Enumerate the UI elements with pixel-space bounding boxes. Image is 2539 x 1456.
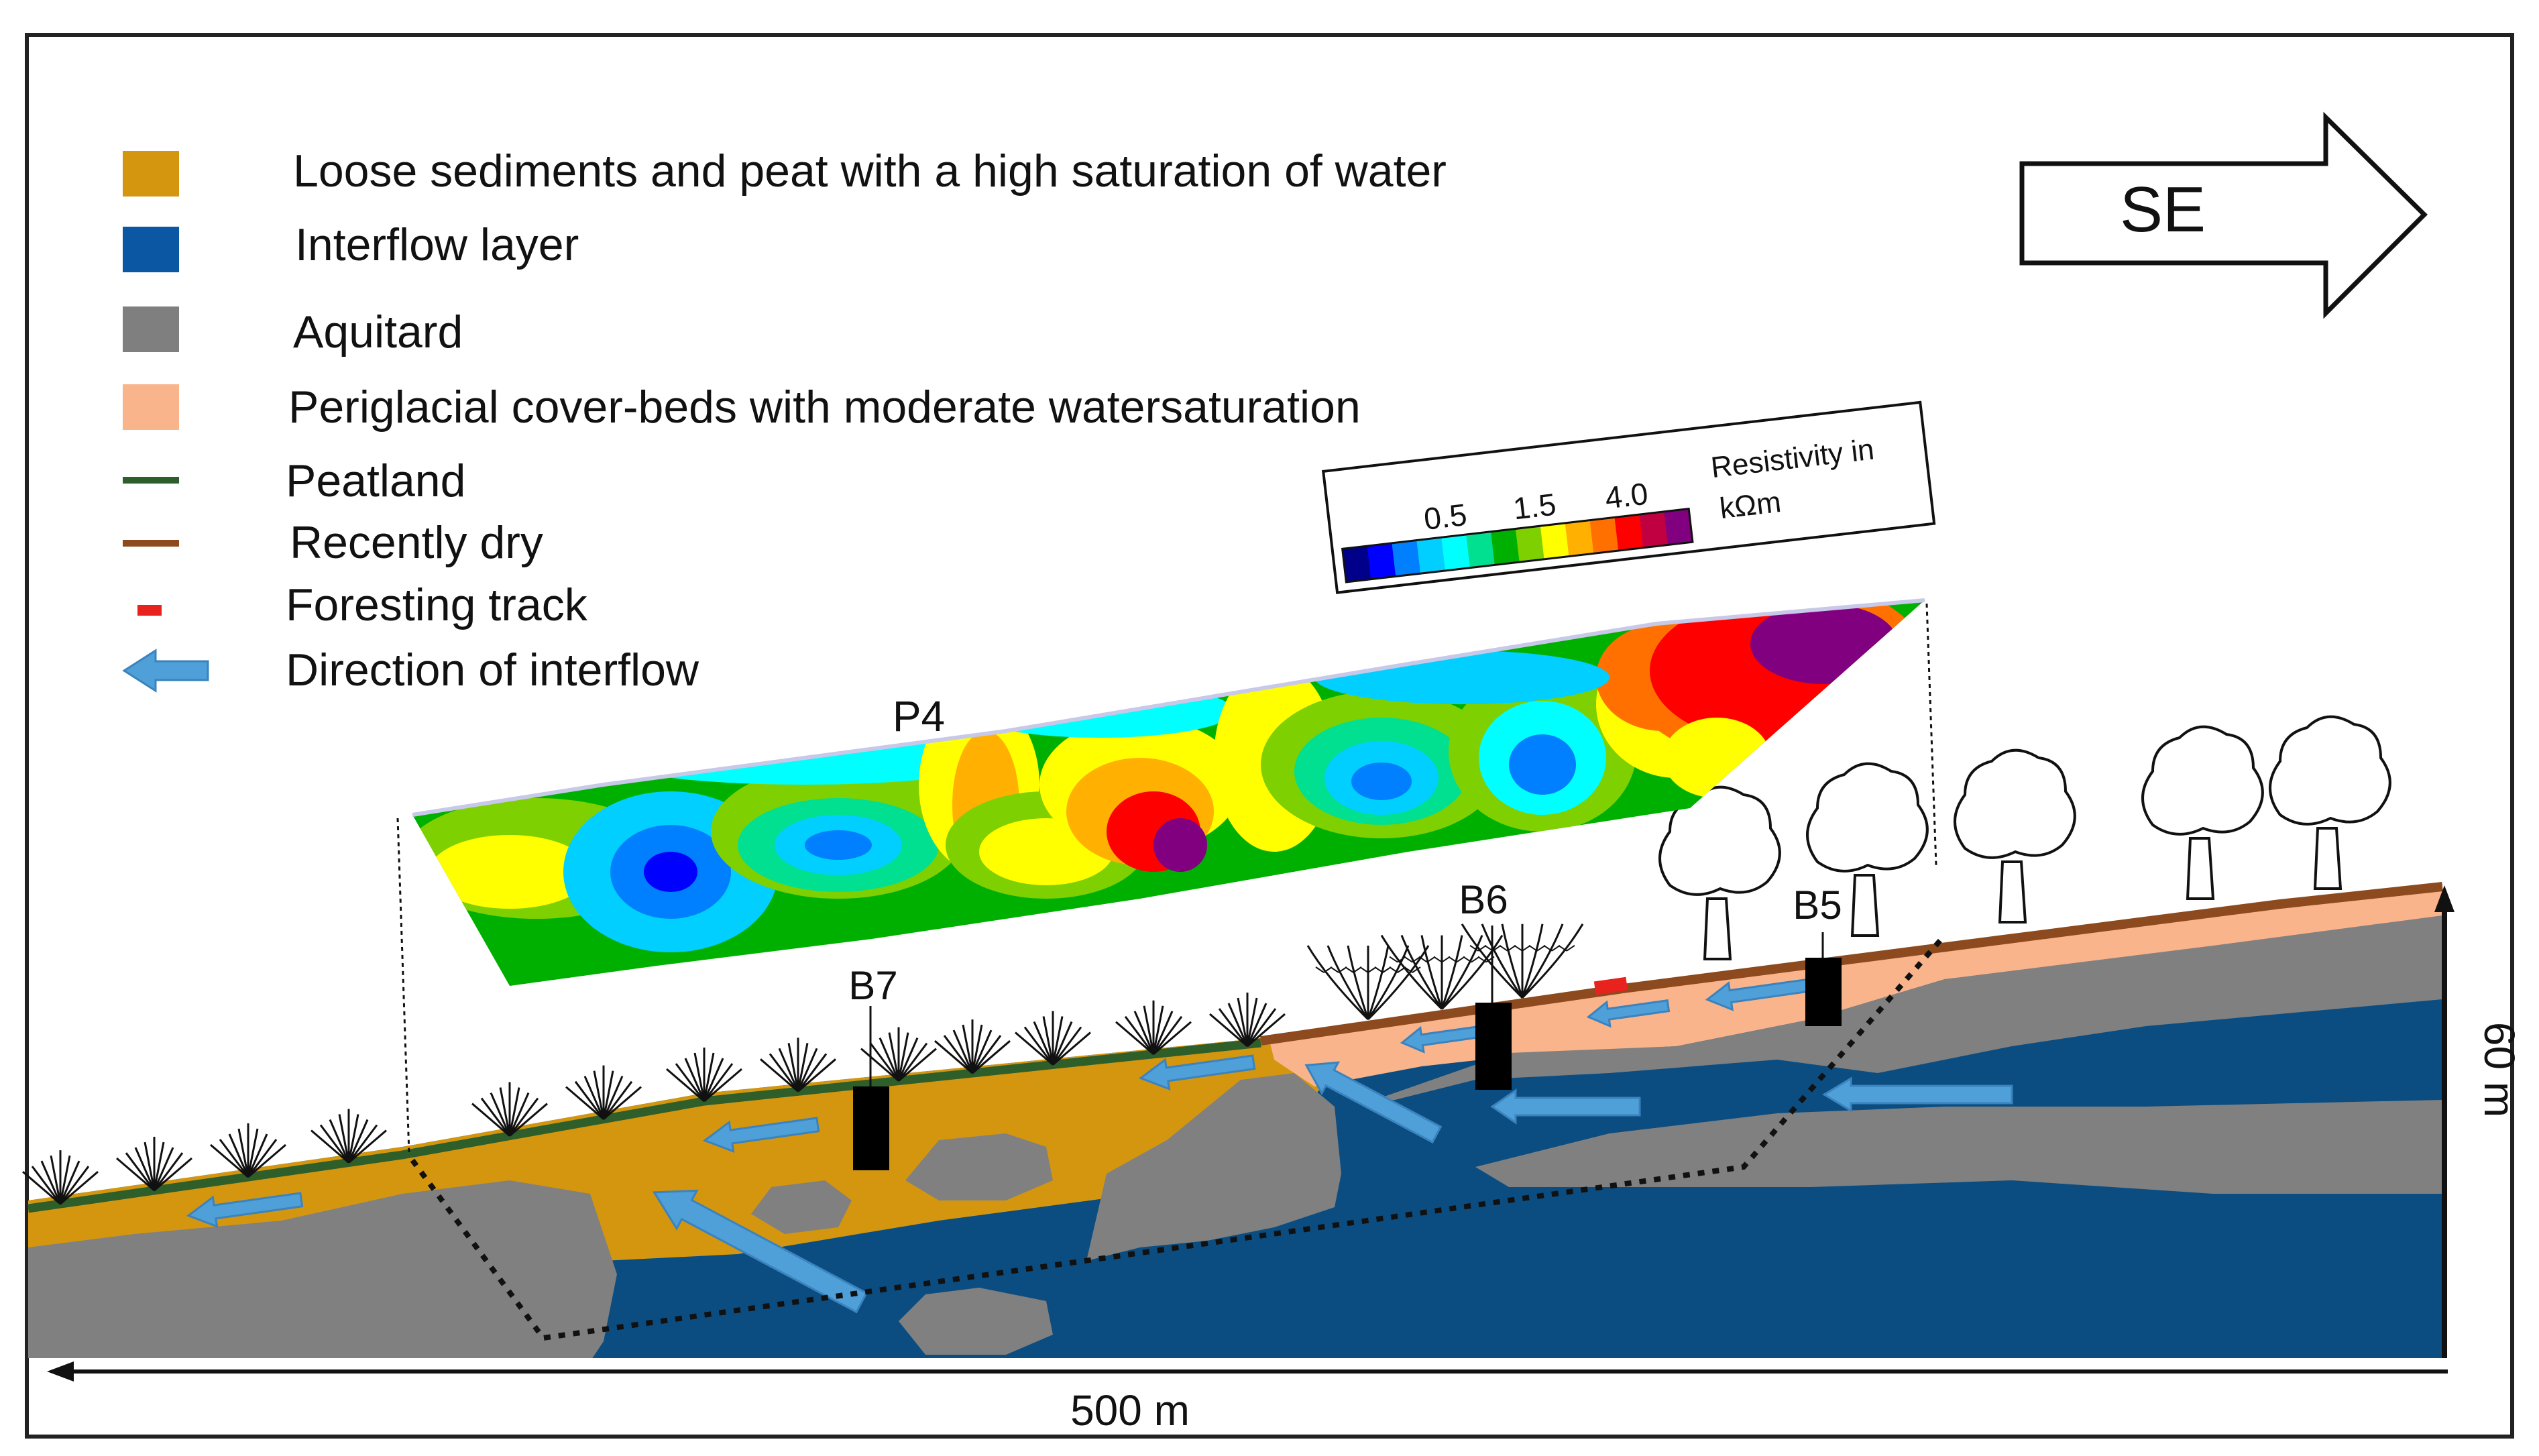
horizontal-scale: 500 m (47, 1361, 2448, 1435)
tree-icon (1806, 762, 1929, 937)
forest-trees (1658, 715, 2391, 960)
grass-tuft-icon (311, 1109, 387, 1164)
tree-icon (1954, 748, 2076, 923)
aquitard-left (28, 1180, 617, 1358)
up-arrowhead-icon (2434, 885, 2455, 912)
tree-icon (1658, 785, 1781, 960)
colorbar-title-line2: kΩm (1718, 486, 1783, 525)
grass-tuft-icon (760, 1038, 836, 1093)
tree-icon (2141, 725, 2264, 900)
grass-tuft-icon (22, 1150, 99, 1205)
left-arrowhead-icon (47, 1361, 74, 1382)
colorbar-cell (1589, 517, 1619, 554)
aquitard-block-1 (1086, 1073, 1341, 1261)
colorbar-cell (1565, 520, 1594, 557)
flow-arrow-icon (186, 1192, 304, 1229)
colorbar-cell (1466, 531, 1496, 568)
flow-arrow-icon (1304, 1061, 1443, 1144)
grass-tuft-icon (116, 1137, 192, 1192)
grass-tuft-icon (565, 1065, 642, 1120)
direction-label: SE (2120, 174, 2206, 245)
legend-arrow-icon (122, 649, 209, 693)
borehole-b5-label: B5 (1793, 883, 1842, 928)
grass-tuft-icon (1015, 1011, 1091, 1066)
legend-label-periglacial: Periglacial cover-beds with moderate wat… (288, 382, 1361, 433)
borehole-b5-column (1805, 958, 1842, 1026)
colorbar-cell (1441, 534, 1471, 571)
colorbar-cell (1491, 528, 1520, 565)
colorbar-tick-2: 4.0 (1603, 476, 1650, 516)
colorbar-gradient (1341, 507, 1694, 583)
colorbar-cell (1342, 546, 1371, 583)
grass-tuft-icon (1115, 1000, 1192, 1055)
borehole-b7-column (853, 1086, 889, 1170)
aquitard-block-3 (751, 1180, 852, 1234)
colorbar-tick-1: 1.5 (1511, 486, 1558, 526)
colorbar-cell (1416, 537, 1446, 574)
legend-label-recently-dry: Recently dry (290, 517, 543, 568)
legend-label-direction: Direction of interflow (286, 645, 699, 695)
shrub-vegetation (1306, 923, 1584, 1021)
legend-swatch-loose-sediments (123, 151, 179, 197)
aquitard-right-upper (1375, 915, 2442, 1100)
shrub-icon (1461, 923, 1584, 999)
borehole-b5: B5 (1793, 883, 1842, 1026)
legend-swatch-interflow (123, 227, 179, 272)
colorbar-cell (1392, 540, 1421, 577)
profile-right-guide-line (1925, 603, 1937, 866)
borehole-b6-column (1475, 1003, 1512, 1090)
se-direction-arrow: SE (2019, 111, 2428, 319)
colorbar-tick-0: 0.5 (1422, 497, 1469, 537)
colorbar-cell (1664, 508, 1693, 545)
grass-tuft-icon (860, 1027, 937, 1082)
legend: Loose sediments and peat with a high sat… (122, 146, 1447, 695)
aquitard-block-2 (905, 1133, 1053, 1200)
profile-top-edge (412, 598, 1925, 817)
grass-tuft-icon (666, 1048, 742, 1103)
borehole-b6-label: B6 (1459, 877, 1508, 922)
colorbar-cell (1515, 526, 1545, 563)
flow-arrow-icon (1490, 1088, 1641, 1125)
grass-tuft-icon (210, 1123, 286, 1178)
legend-swatch-aquitard (123, 306, 179, 352)
profile-label: P4 (893, 692, 945, 740)
legend-label-foresting-track: Foresting track (286, 579, 588, 630)
colorbar-cell (1540, 522, 1569, 559)
foresting-track-marker (1593, 976, 1628, 995)
right-arrow-icon (2019, 111, 2428, 319)
legend-swatch-periglacial (123, 384, 179, 430)
resistivity-colorbar: 0.5 1.5 4.0 Resistivity in kΩm (1321, 400, 1936, 594)
colorbar-cell (1639, 511, 1669, 548)
vertical-scale: 60 m (2434, 885, 2524, 1358)
borehole-b7: B7 (848, 963, 898, 1170)
legend-label-aquitard: Aquitard (293, 306, 463, 357)
aquitard-block-4 (899, 1288, 1053, 1355)
flow-arrow-icon (702, 1117, 820, 1154)
grass-tuft-icon (934, 1019, 1011, 1074)
legend-label-peatland: Peatland (286, 455, 465, 506)
borehole-b6: B6 (1459, 877, 1512, 1090)
profile-depth-dotted-line (410, 937, 1944, 1341)
flow-arrow-icon (1138, 1054, 1256, 1091)
flow-arrow-icon (1586, 999, 1671, 1028)
legend-dash-foresting-track (137, 605, 162, 616)
legend-label-loose-sediments: Loose sediments and peat with a high sat… (293, 146, 1447, 197)
shrub-icon (1380, 934, 1504, 1010)
peatland-surface-line (27, 1038, 1261, 1213)
shrub-icon (1306, 945, 1430, 1021)
tree-icon (2269, 715, 2391, 890)
flow-arrow-icon (1822, 1076, 2013, 1113)
horizontal-scale-label: 500 m (1070, 1386, 1190, 1435)
colorbar-cell-outline (1341, 507, 1694, 583)
vertical-scale-label: 60 m (2475, 1022, 2524, 1117)
legend-label-interflow: Interflow layer (295, 219, 579, 270)
borehole-b7-label: B7 (848, 963, 897, 1008)
grass-tuft-icon (1209, 993, 1286, 1048)
peatland-vegetation (22, 993, 1286, 1205)
grass-tuft-icon (471, 1082, 548, 1137)
colorbar-cell (1614, 514, 1644, 551)
flow-arrow-icon (652, 1189, 868, 1314)
colorbar-cell (1367, 543, 1396, 579)
